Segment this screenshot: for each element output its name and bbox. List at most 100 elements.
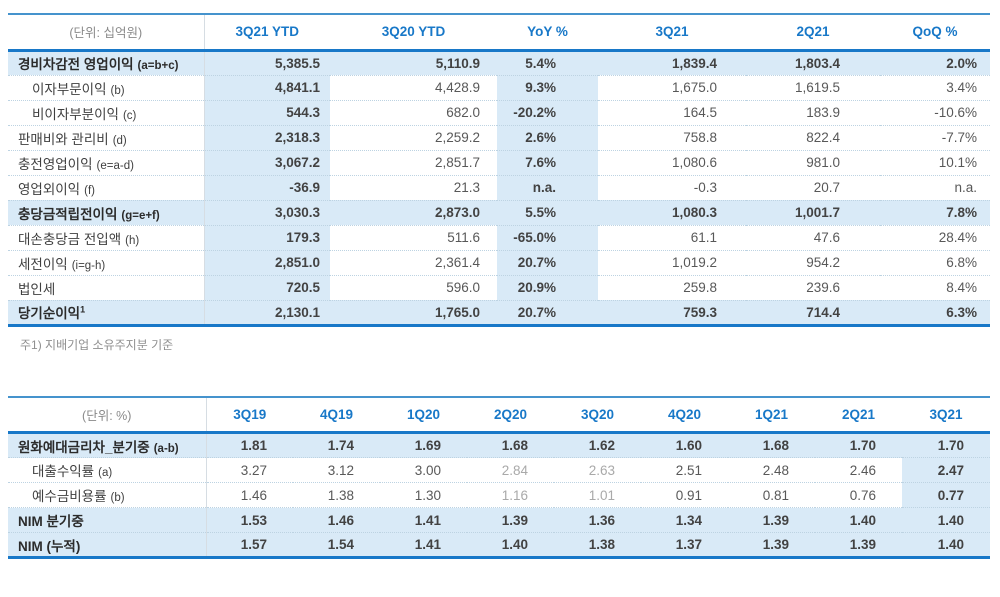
row-formula: (f) — [84, 184, 95, 197]
table-row: 충전영업이익 (e=a-d) 3,067.2 2,851.7 7.6% 1,080.6 98… — [8, 149, 990, 175]
column-header: 1Q21 — [728, 396, 815, 434]
row-label-text: 원화예대금리차_분기중 — [18, 439, 150, 455]
cell-value: 3.27 — [206, 457, 293, 483]
row-label-text: 대손충당금 전입액 — [18, 231, 122, 247]
cell-value: 1.40 — [815, 507, 902, 533]
cell-value: 1,675.0 — [598, 74, 746, 100]
row-label-text: NIM 분기중 — [18, 514, 84, 529]
cell-value: 954.2 — [746, 249, 880, 275]
cell-value: 20.9% — [497, 274, 598, 300]
row-label-text: 충당금적립전이익 — [18, 206, 118, 222]
cell-value: 239.6 — [746, 274, 880, 300]
cell-value: 1.30 — [380, 482, 467, 508]
cell-value: 1.34 — [641, 507, 728, 533]
cell-value: 1.38 — [554, 532, 641, 558]
cell-value: 2.48 — [728, 457, 815, 483]
row-label-text: NIM (누적) — [18, 538, 81, 554]
cell-value: 1.60 — [641, 432, 728, 458]
row-formula: (b) — [110, 492, 125, 504]
cell-value: 0.76 — [815, 482, 902, 508]
cell-value: 1.46 — [206, 482, 293, 508]
cell-value: 1,765.0 — [330, 299, 497, 325]
row-label-text: 당기순이익 — [18, 306, 81, 321]
column-header: 3Q21 YTD — [204, 14, 330, 52]
cell-value: 6.8% — [880, 249, 990, 275]
row-label: 영업외이익 (f) — [8, 174, 205, 200]
cell-value: 720.5 — [204, 274, 330, 300]
cell-value: 0.81 — [728, 482, 815, 508]
row-label: 당기순이익1 — [8, 299, 205, 325]
table-row: 판매비와 관리비 (d) 2,318.3 2,259.2 2.6% 758.8 822.4-… — [8, 124, 990, 150]
table-row: 세전이익 (i=g-h) 2,851.0 2,361.4 20.7% 1,019.2 954… — [8, 249, 990, 275]
cell-value: 2,851.0 — [204, 249, 330, 275]
table-row: 대손충당금 전입액 (h) 179.3 511.6 -65.0% 61.1 47.6 28.4… — [8, 224, 990, 250]
cell-value: 1.40 — [902, 532, 990, 558]
cell-value: 1,001.7 — [746, 199, 880, 225]
cell-value: 3.4% — [880, 74, 990, 100]
cell-value: 1.46 — [293, 507, 380, 533]
table-row: 영업외이익 (f) -36.9 21.3 n.a. -0.3 20.7 n.a. — [8, 174, 990, 200]
cell-value: 1.62 — [554, 432, 641, 458]
cell-value: -7.7% — [880, 124, 990, 150]
cell-value: 2.51 — [641, 457, 728, 483]
cell-value: 1.57 — [206, 532, 293, 558]
row-label: 법인세 — [8, 274, 205, 300]
row-formula: (e=a-d) — [96, 159, 134, 172]
unit-label: (단위: 십억원) — [8, 14, 205, 52]
cell-value: 1.74 — [293, 432, 380, 458]
row-label: 대출수익률 (a) — [8, 457, 207, 483]
cell-value: 759.3 — [598, 299, 746, 325]
cell-value: -20.2% — [497, 99, 598, 125]
row-label: 경비차감전 영업이익 (a=b+c) — [8, 50, 205, 75]
row-label-text: 충전영업이익 — [18, 156, 93, 172]
cell-value: 183.9 — [746, 99, 880, 125]
cell-value: 179.3 — [204, 224, 330, 250]
income-statement-section: (단위: 십억원) 3Q21 YTD 3Q20 YTD YoY % 3Q21 2Q21 Qo… — [8, 13, 990, 353]
row-label: 세전이익 (i=g-h) — [8, 249, 205, 275]
cell-value: 1.01 — [554, 482, 641, 508]
cell-value: 1.36 — [554, 507, 641, 533]
row-formula: (g=e+f) — [121, 209, 160, 222]
cell-value: 10.1% — [880, 149, 990, 175]
cell-value: -65.0% — [497, 224, 598, 250]
cell-value: 2,851.7 — [330, 149, 497, 175]
column-header: QoQ % — [880, 14, 990, 52]
cell-value: 164.5 — [598, 99, 746, 125]
column-header: 2Q21 — [746, 14, 880, 52]
cell-value: 0.77 — [902, 482, 990, 508]
cell-value: 1.53 — [206, 507, 293, 533]
row-label: 대손충당금 전입액 (h) — [8, 224, 205, 250]
cell-value: 1,839.4 — [598, 50, 746, 75]
cell-value: 1.68 — [728, 432, 815, 458]
cell-value: 2,873.0 — [330, 199, 497, 225]
column-header: 3Q20 — [554, 396, 641, 434]
cell-value: 544.3 — [204, 99, 330, 125]
cell-value: 1.38 — [293, 482, 380, 508]
cell-value: 5,110.9 — [330, 50, 497, 75]
cell-value: n.a. — [880, 174, 990, 200]
earnings-report-page: (단위: 십억원) 3Q21 YTD 3Q20 YTD YoY % 3Q21 2Q21 Qo… — [8, 13, 990, 559]
cell-value: 47.6 — [746, 224, 880, 250]
cell-value: 1.41 — [380, 507, 467, 533]
table-row: 충당금적립전이익 (g=e+f) 3,030.3 2,873.0 5.5% 1,080.3… — [8, 199, 990, 225]
cell-value: 682.0 — [330, 99, 497, 125]
cell-value: 981.0 — [746, 149, 880, 175]
row-label-text: 비이자부분이익 — [32, 106, 119, 122]
cell-value: 3.00 — [380, 457, 467, 483]
row-label-text: 예수금비용률 — [32, 489, 107, 504]
cell-value: 259.8 — [598, 274, 746, 300]
cell-value: 1,080.3 — [598, 199, 746, 225]
table-row: 경비차감전 영업이익 (a=b+c) 5,385.5 5,110.9 5.4% 1,839… — [8, 50, 990, 75]
row-label: 예수금비용률 (b) — [8, 482, 207, 508]
column-header: 4Q19 — [293, 396, 380, 434]
cell-value: 2.46 — [815, 457, 902, 483]
cell-value: 2,130.1 — [204, 299, 330, 325]
cell-value: 7.6% — [497, 149, 598, 175]
cell-value: 1,080.6 — [598, 149, 746, 175]
header-row: (단위: 십억원) 3Q21 YTD 3Q20 YTD YoY % 3Q21 2Q21 Qo… — [8, 14, 990, 52]
table-row: 법인세 720.5 596.0 20.9% 259.8 239.6 8.4% — [8, 274, 990, 300]
cell-value: -36.9 — [204, 174, 330, 200]
row-formula: (h) — [125, 234, 140, 247]
row-label: 이자부문이익 (b) — [8, 74, 205, 100]
cell-value: 20.7% — [497, 299, 598, 325]
